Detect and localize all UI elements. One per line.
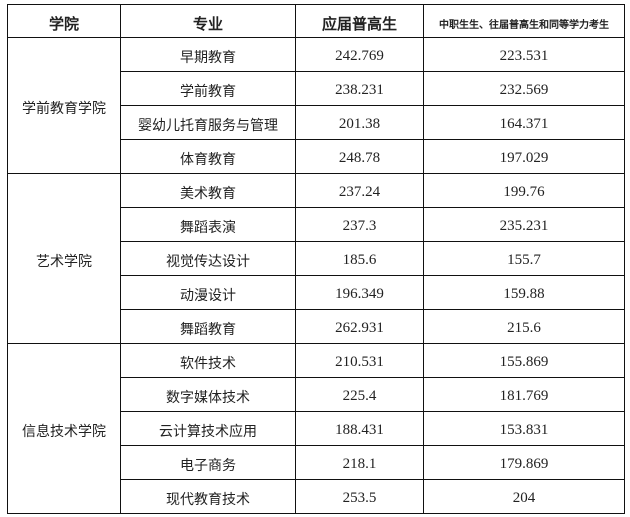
others-score-cell: 155.7 [423, 241, 625, 276]
fresh-score-cell: 225.4 [295, 377, 424, 412]
fresh-score-cell: 185.6 [295, 241, 424, 276]
others-score-cell: 235.231 [423, 207, 625, 242]
major-cell: 软件技术 [120, 343, 296, 378]
major-cell: 体育教育 [120, 139, 296, 174]
others-score-cell: 153.831 [423, 411, 625, 446]
major-cell: 视觉传达设计 [120, 241, 296, 276]
major-cell: 早期教育 [120, 37, 296, 72]
table-row: 学前教育学院 早期教育 242.769 223.531 [7, 37, 625, 174]
table-row: 体育教育 248.78 197.029 [8, 139, 625, 174]
college-cell: 信息技术学院 [7, 343, 121, 514]
others-score-cell: 179.869 [423, 445, 625, 480]
score-table: 学院 专业 应届普高生 中职生生、往届普高生和同等学力考生 学前教育学院 早期教育… [7, 4, 625, 514]
major-cell: 婴幼儿托育服务与管理 [120, 105, 296, 140]
others-score-cell: 197.029 [423, 139, 625, 174]
others-score-cell: 164.371 [423, 105, 625, 140]
fresh-score-cell: 242.769 [295, 37, 424, 72]
college-cell: 艺术学院 [7, 173, 121, 344]
major-cell: 美术教育 [120, 173, 296, 208]
major-cell: 动漫设计 [120, 275, 296, 310]
table-row: 云计算技术应用 188.431 153.831 [8, 411, 625, 446]
major-cell: 舞蹈教育 [120, 309, 296, 344]
fresh-score-cell: 218.1 [295, 445, 424, 480]
major-cell: 舞蹈表演 [120, 207, 296, 242]
table-row: 学前教育 238.231 232.569 [8, 71, 625, 106]
table-row: 视觉传达设计 185.6 155.7 [8, 241, 625, 276]
others-score-cell: 155.869 [423, 343, 625, 378]
fresh-score-cell: 196.349 [295, 275, 424, 310]
header-others: 中职生生、往届普高生和同等学力考生 [423, 4, 625, 38]
fresh-score-cell: 238.231 [295, 71, 424, 106]
others-score-cell: 199.76 [423, 173, 625, 208]
fresh-score-cell: 210.531 [295, 343, 424, 378]
table-row: 舞蹈教育 262.931 215.6 [8, 309, 625, 344]
table-row: 现代教育技术 253.5 204 [8, 479, 625, 514]
others-score-cell: 204 [423, 479, 625, 514]
fresh-score-cell: 188.431 [295, 411, 424, 446]
fresh-score-cell: 253.5 [295, 479, 424, 514]
major-cell: 数字媒体技术 [120, 377, 296, 412]
others-score-cell: 232.569 [423, 71, 625, 106]
table-row: 动漫设计 196.349 159.88 [8, 275, 625, 310]
header-college: 学院 [7, 4, 121, 38]
header-major: 专业 [120, 4, 296, 38]
major-cell: 云计算技术应用 [120, 411, 296, 446]
fresh-score-cell: 237.3 [295, 207, 424, 242]
table-row: 艺术学院 美术教育 237.24 199.76 [7, 173, 625, 344]
others-score-cell: 223.531 [423, 37, 625, 72]
college-cell: 学前教育学院 [7, 37, 121, 174]
table-row: 婴幼儿托育服务与管理 201.38 164.371 [8, 105, 625, 140]
fresh-score-cell: 201.38 [295, 105, 424, 140]
fresh-score-cell: 248.78 [295, 139, 424, 174]
table-row: 信息技术学院 软件技术 210.531 155.869 [7, 343, 625, 514]
header-row: 学院 专业 应届普高生 中职生生、往届普高生和同等学力考生 [7, 4, 625, 38]
table-row: 电子商务 218.1 179.869 [8, 445, 625, 480]
major-cell: 学前教育 [120, 71, 296, 106]
others-score-cell: 181.769 [423, 377, 625, 412]
fresh-score-cell: 237.24 [295, 173, 424, 208]
table-row: 数字媒体技术 225.4 181.769 [8, 377, 625, 412]
others-score-cell: 215.6 [423, 309, 625, 344]
header-fresh-graduates: 应届普高生 [295, 4, 424, 38]
table-row: 舞蹈表演 237.3 235.231 [8, 207, 625, 242]
major-cell: 现代教育技术 [120, 479, 296, 514]
major-cell: 电子商务 [120, 445, 296, 480]
fresh-score-cell: 262.931 [295, 309, 424, 344]
others-score-cell: 159.88 [423, 275, 625, 310]
